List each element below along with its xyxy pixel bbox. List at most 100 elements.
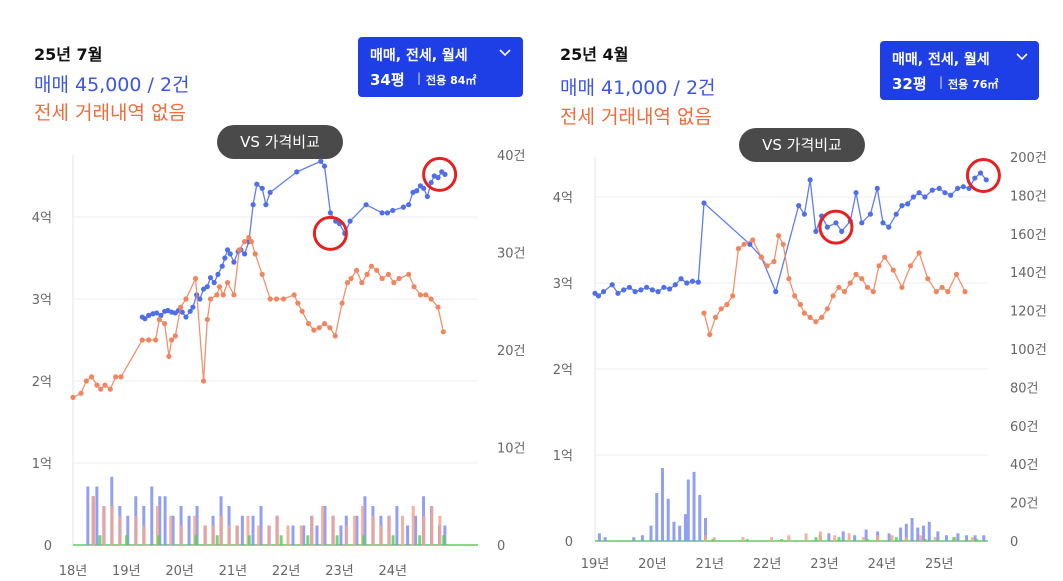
volume-bar-jeonse	[118, 515, 122, 545]
price-point-jeonse	[113, 374, 119, 380]
volume-bar-sale	[965, 535, 969, 541]
sale-summary: 매매 45,000 / 2건	[34, 74, 190, 96]
price-point-jeonse	[368, 263, 375, 269]
y2-tick-label: 160건	[1010, 228, 1047, 243]
price-point-jeonse	[933, 289, 939, 295]
price-point-sale	[400, 204, 406, 210]
filter-separator: |	[939, 75, 944, 89]
price-point-jeonse	[359, 280, 365, 286]
volume-bar-jeonse	[387, 515, 391, 545]
x-tick-label: 22년	[272, 564, 301, 579]
y-tick-label: 3억	[32, 293, 52, 308]
price-point-sale	[684, 280, 690, 286]
price-point-jeonse	[876, 263, 882, 269]
date-label: 25년 4월	[560, 45, 629, 64]
jeonse-summary: 전세 거래내역 없음	[560, 106, 712, 128]
price-point-jeonse	[204, 316, 210, 323]
price-point-sale	[773, 289, 779, 295]
volume-bar-jeonse	[286, 525, 290, 545]
price-point-jeonse	[207, 296, 214, 302]
x-tick-label: 19년	[581, 557, 610, 572]
price-point-sale	[200, 286, 207, 292]
price-point-sale	[833, 220, 839, 226]
filter-dropdown[interactable]: 매매, 전세, 월세 34평 | 전용 84㎡	[358, 37, 523, 97]
volume-bar-jeonse	[401, 515, 405, 545]
price-point-jeonse	[385, 271, 392, 277]
price-point-jeonse	[152, 337, 159, 343]
volume-bar-monthly	[814, 537, 818, 541]
y2-tick-label: 0	[1010, 535, 1018, 550]
price-point-sale	[154, 310, 160, 316]
volume-bar-jeonse	[235, 525, 239, 545]
price-point-sale	[211, 280, 217, 286]
price-point-jeonse	[853, 271, 859, 277]
price-point-jeonse	[156, 316, 162, 323]
y-tick-label: 0	[565, 535, 573, 550]
volume-bar-jeonse	[430, 506, 434, 545]
y2-tick-label: 100건	[1010, 343, 1047, 358]
price-point-sale	[874, 185, 880, 191]
price-point-sale	[649, 287, 655, 293]
price-point-sale	[853, 190, 859, 196]
price-point-jeonse	[758, 254, 764, 260]
y2-tick-label: 40건	[1010, 458, 1039, 473]
chevron-down-icon	[499, 49, 511, 57]
price-point-sale	[231, 259, 237, 265]
y-tick-label: 2억	[32, 375, 52, 390]
x-tick-label: 23년	[810, 557, 839, 572]
y-tick-label: 2억	[553, 363, 573, 378]
price-point-sale	[414, 188, 420, 194]
price-point-sale	[601, 289, 607, 295]
vs-compare-button[interactable]: VS 가격비교	[739, 128, 865, 162]
volume-bar-jeonse	[211, 525, 215, 545]
price-point-sale	[259, 185, 265, 191]
price-point-sale	[899, 203, 905, 209]
volume-bar-jeonse	[904, 537, 908, 541]
price-point-sale	[695, 279, 701, 285]
price-point-sale	[661, 284, 667, 290]
volume-bar-jeonse	[371, 515, 375, 545]
price-point-jeonse	[89, 374, 95, 380]
volume-bar-sale	[355, 515, 359, 545]
filter-separator: |	[417, 71, 422, 85]
volume-bar-monthly	[194, 535, 198, 545]
vs-compare-button[interactable]: VS 가격비교	[217, 125, 343, 159]
volume-bar-sale	[899, 527, 903, 541]
y-tick-label: 4억	[32, 211, 52, 226]
volume-bar-monthly	[98, 535, 102, 545]
filter-dropdown[interactable]: 매매, 전세, 월세 32평 | 전용 76㎡	[880, 41, 1039, 100]
volume-bar-jeonse	[712, 537, 716, 541]
price-point-sale	[867, 211, 873, 217]
volume-bar-jeonse	[110, 506, 114, 545]
price-point-sale	[960, 184, 966, 190]
price-point-jeonse	[797, 301, 803, 308]
y2-tick-label: 20건	[1010, 497, 1039, 512]
price-point-jeonse	[707, 332, 713, 338]
price-point-jeonse	[94, 382, 100, 388]
volume-bar-monthly	[442, 535, 446, 545]
volume-bar-jeonse	[833, 535, 837, 541]
price-point-jeonse	[735, 246, 742, 252]
price-line-jeonse	[703, 233, 966, 337]
price-point-sale	[655, 289, 661, 295]
price-point-jeonse	[231, 292, 237, 298]
price-point-sale	[384, 210, 391, 216]
volume-bar-sale	[414, 515, 418, 545]
price-point-sale	[250, 202, 256, 208]
price-point-jeonse	[139, 337, 145, 343]
volume-bar-jeonse	[438, 515, 442, 545]
chevron-down-icon	[1016, 53, 1028, 61]
volume-bar-sale	[704, 517, 708, 541]
price-point-jeonse	[792, 293, 798, 299]
price-point-jeonse	[102, 382, 108, 388]
y2-tick-label: 140건	[1010, 266, 1047, 281]
volume-bar-monthly	[975, 539, 979, 541]
price-point-sale	[224, 247, 231, 253]
price-point-sale	[880, 220, 886, 226]
volume-bar-sale	[660, 468, 664, 541]
volume-bar-jeonse	[353, 515, 357, 545]
price-point-jeonse	[295, 300, 301, 306]
price-point-jeonse	[417, 292, 424, 298]
volume-bar-jeonse	[379, 525, 383, 545]
price-point-sale	[910, 194, 917, 200]
